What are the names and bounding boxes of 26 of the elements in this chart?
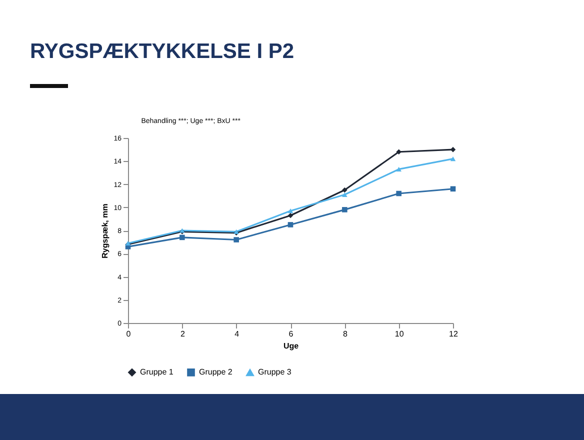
x-tick-label: 0 <box>126 330 132 338</box>
x-tick-label: 2 <box>180 330 186 338</box>
point <box>450 156 456 162</box>
point <box>342 207 348 212</box>
legend-label: Gruppe 2 <box>199 367 233 376</box>
point <box>396 190 402 196</box>
point <box>342 187 348 193</box>
x-tick-label: 12 <box>449 330 458 338</box>
x-tick-label: 4 <box>234 330 240 338</box>
point <box>288 212 294 218</box>
chart-title: RYGSPÆKTYKKELSE I P2 <box>30 40 294 64</box>
point <box>288 222 294 228</box>
x-tick-label: 10 <box>394 330 404 338</box>
point <box>396 149 402 155</box>
legend-label: Gruppe 3 <box>258 368 292 377</box>
point <box>342 192 348 197</box>
point <box>288 208 294 214</box>
point <box>234 237 239 242</box>
x-tick-label: 6 <box>288 330 294 338</box>
y-axis-title: Rygspæk, mm <box>100 204 110 258</box>
point <box>450 186 456 192</box>
x-axis-title: Uge <box>283 342 300 350</box>
point <box>396 166 402 172</box>
x-tick-label: 8 <box>342 330 348 338</box>
legend-label: Gruppe 1 <box>140 367 174 376</box>
point <box>180 234 185 240</box>
